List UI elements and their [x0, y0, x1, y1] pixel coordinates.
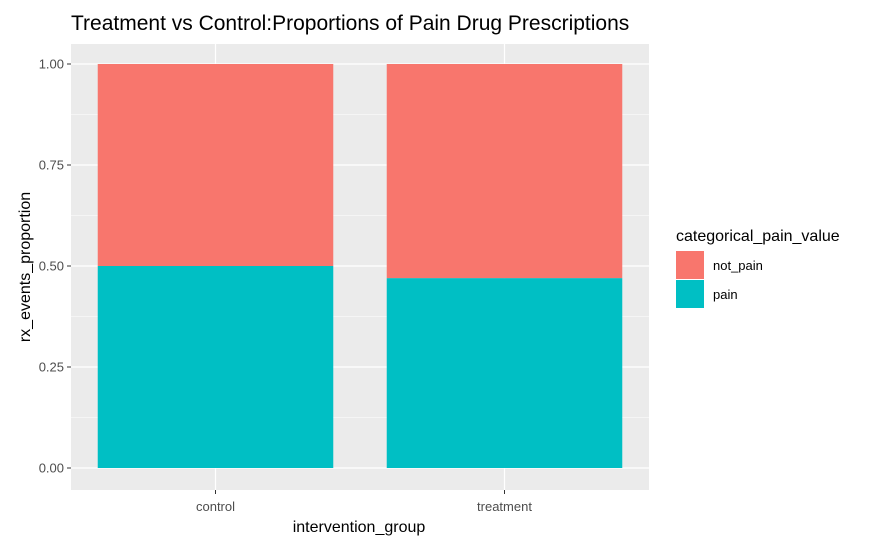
- y-axis-title: rx_events_proportion: [17, 192, 34, 342]
- legend-title: categorical_pain_value: [676, 228, 840, 245]
- legend-label-not_pain: not_pain: [713, 258, 763, 273]
- chart-title: Treatment vs Control:Proportions of Pain…: [71, 12, 629, 35]
- x-tick-label: treatment: [477, 499, 532, 514]
- y-tick-label: 1.00: [39, 57, 64, 72]
- bar-pain-treatment: [386, 278, 623, 468]
- y-tick-label: 0.75: [39, 158, 64, 173]
- legend-key-not_pain: [676, 251, 704, 279]
- x-axis-title: intervention_group: [293, 519, 426, 536]
- y-axis: 0.00 0.25 0.50 0.75 1.00: [39, 57, 71, 476]
- legend-key-pain: [676, 280, 704, 308]
- bars: [97, 64, 623, 468]
- bar-not_pain-control: [97, 64, 334, 266]
- y-tick-label: 0.50: [39, 259, 64, 274]
- bar-not_pain-treatment: [386, 64, 623, 279]
- y-tick-label: 0.25: [39, 360, 64, 375]
- x-tick-label: control: [196, 499, 235, 514]
- y-tick-label: 0.00: [39, 461, 64, 476]
- legend-label-pain: pain: [713, 287, 738, 302]
- x-axis: control treatment: [196, 490, 532, 514]
- bar-pain-control: [97, 266, 334, 468]
